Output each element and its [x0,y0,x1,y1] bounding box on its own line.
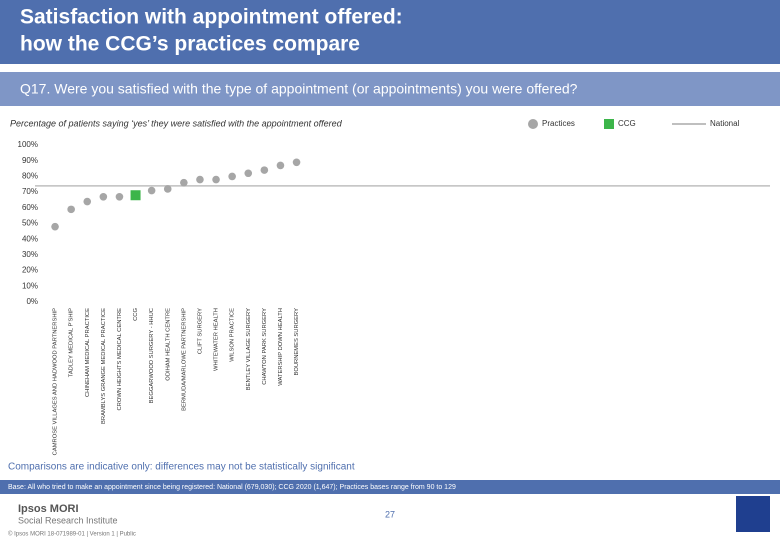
x-tick-label: BEGGARWOOD SURGERY - HHUC [149,308,155,403]
title-bar [0,0,780,64]
point [83,197,92,206]
base-note: Base: All who tried to make an appointme… [8,484,456,491]
y-tick-label: 70% [22,187,38,196]
logo: Social Research Institute [18,515,118,525]
x-tick-label: WILSON PRACTICE [230,308,236,362]
y-tick-label: 0% [26,297,38,306]
point [228,172,236,181]
title: how the CCG’s practices compare [20,33,360,56]
point [130,190,141,201]
x-tick-label: BENTLEY VILLAGE SURGERY [246,308,252,390]
page-number: 27 [385,509,395,519]
y-tick-label: 20% [22,266,38,275]
footnote: Comparisons are indicative only: differe… [8,462,355,473]
point [212,175,220,184]
y-tick-label: 100% [18,140,38,149]
x-tick-label: CROWN HEIGHTS MEDICAL CENTRE [117,308,123,411]
base-bar [0,480,780,494]
question: Q17. Were you satisfied with the type of… [20,81,578,97]
legend-label: National [710,119,740,128]
x-tick-label: CAMROSE VILLAGES AND HADWOOD PARTNERSHIP [53,308,59,455]
legend-label: CCG [618,119,636,128]
x-tick-label: WHITEWATER HEALTH [214,308,220,371]
x-tick-label: CCG [133,308,139,321]
point [292,158,301,167]
y-tick-label: 50% [22,219,38,228]
point [244,169,253,178]
y-tick-label: 90% [22,156,38,165]
point [115,193,124,201]
point [260,166,269,174]
point [99,193,108,201]
x-tick-label: CHINEHAM MEDICAL PRACTICE [85,308,91,397]
point [147,186,156,195]
x-tick-label: TADLEY MEDICAL P'SHIP [69,308,75,377]
title: Satisfaction with appointment offered: [20,6,403,29]
y-tick-label: 30% [22,250,38,259]
x-tick-label: CLIFT SURGERY [197,308,203,354]
logo: Ipsos MORI [18,503,79,515]
point [180,178,188,187]
x-tick-label: ODIHAM HEALTH CENTRE [165,308,171,381]
point [51,222,59,231]
x-tick-label: WATERSHIP DOWN HEALTH [278,308,284,386]
legend-label: Practices [542,119,575,128]
x-tick-label: BRAMBLYS GRANGE MEDICAL PRACTICE [101,308,107,424]
point [276,161,285,170]
point [196,175,204,184]
point [163,185,172,193]
legend-marker [528,119,538,129]
y-tick-label: 10% [22,281,38,290]
y-tick-label: 40% [22,234,38,243]
y-tick-label: 60% [22,203,38,212]
point [67,205,75,214]
logo-icon [736,496,770,532]
legend-marker [604,119,614,129]
y-tick-label: 80% [22,172,38,181]
copyright: © Ipsos MORI 18-071989-01 | Version 1 | … [8,531,136,538]
x-tick-label: BOURNEMES SURGERY [294,308,300,376]
question-bar [0,72,780,106]
chart-subtitle: Percentage of patients saying ‘yes’ they… [10,118,343,128]
x-tick-label: BERMUDA/MARLOWE PARTNERSHIP [181,308,187,411]
x-tick-label: CHAWTON PARK SURGERY [262,308,268,385]
